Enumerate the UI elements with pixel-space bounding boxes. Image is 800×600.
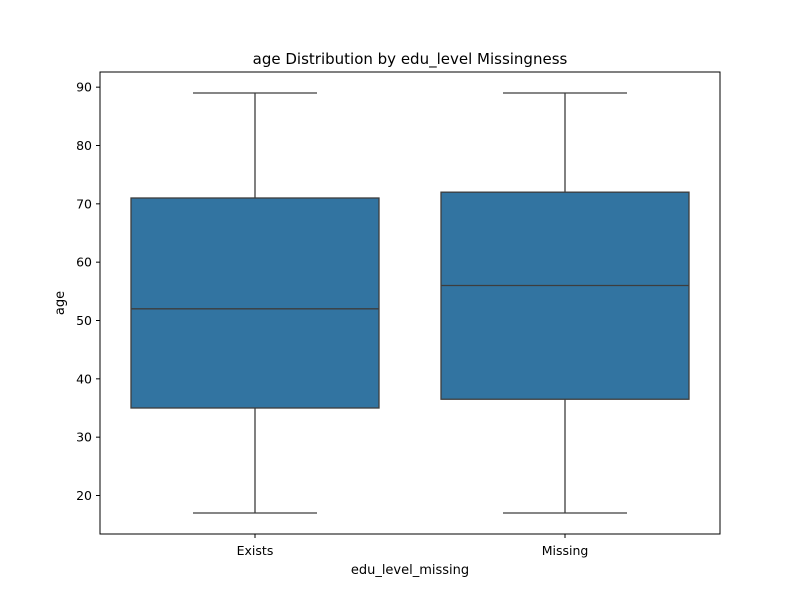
iqr-box (440, 191, 690, 400)
x-tick-label: Exists (237, 543, 274, 558)
plot-area-frame (99, 71, 721, 535)
box-missing (440, 92, 690, 514)
y-tick-label: 50 (76, 313, 92, 328)
y-tick-label: 40 (76, 371, 92, 386)
iqr-box (130, 197, 380, 409)
x-tick-label: Missing (542, 543, 589, 558)
y-axis-label: age (53, 291, 68, 315)
y-tick-label: 80 (76, 138, 92, 153)
y-tick-label: 90 (76, 80, 92, 95)
y-tick-label: 60 (76, 255, 92, 270)
y-tick-label: 70 (76, 196, 92, 211)
x-axis-label: edu_level_missing (351, 563, 469, 578)
boxes-group (130, 92, 690, 514)
box-exists (130, 92, 380, 514)
y-tick-label: 30 (76, 430, 92, 445)
chart-title: age Distribution by edu_level Missingnes… (253, 50, 568, 69)
y-tick-label: 20 (76, 488, 92, 503)
y-axis: 20 30 40 50 60 70 80 90 (76, 80, 100, 503)
x-axis: Exists Missing (237, 534, 589, 558)
